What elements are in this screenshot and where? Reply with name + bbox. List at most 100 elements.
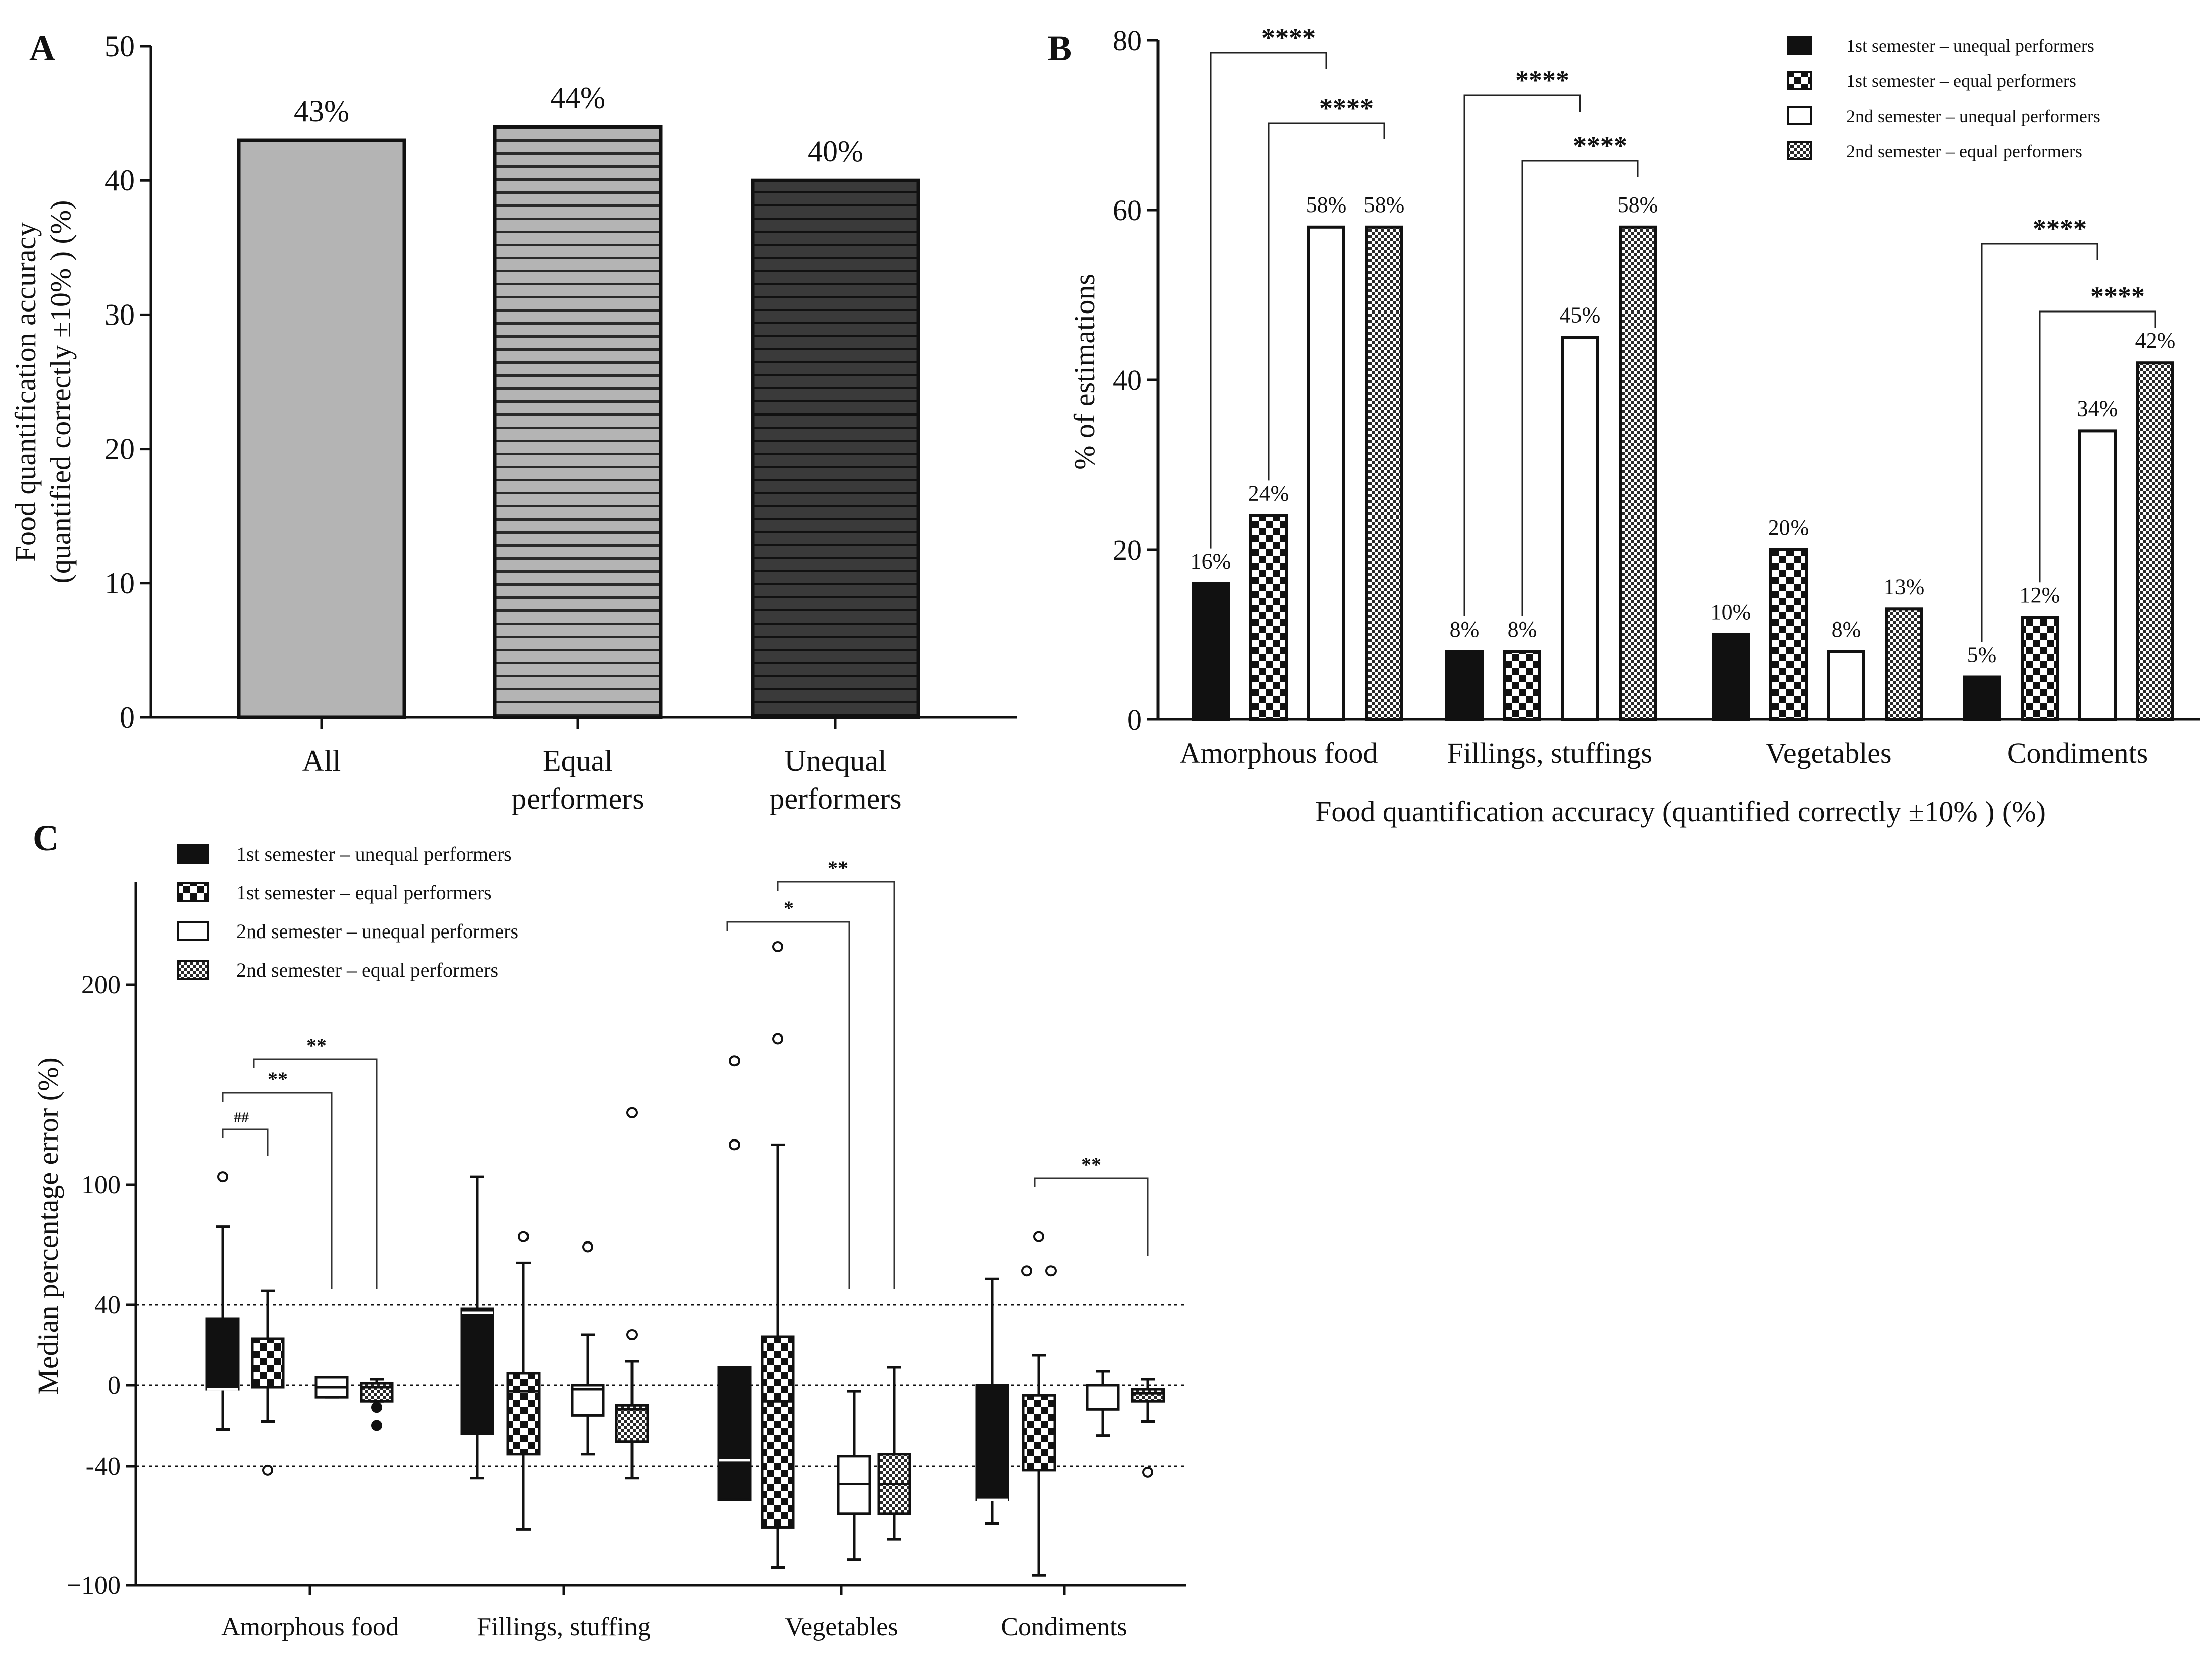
panel-b-category-label: Vegetables [1765, 737, 1891, 769]
panel-c-ytick-label: 40 [94, 1291, 121, 1319]
panel-b-legend-label: 2nd semester – unequal performers [1846, 106, 2100, 126]
panel-c-significance-label: ** [268, 1068, 288, 1090]
panel-b-ytick-label: 0 [1127, 703, 1142, 736]
panel-b-significance-label: **** [1261, 23, 1316, 53]
panel-b-significance-label: **** [2090, 281, 2145, 312]
panel-c-box [1022, 1394, 1056, 1472]
panel-c-significance-label: ** [1081, 1153, 1101, 1176]
panel-a-category-label: Equal [543, 744, 613, 777]
panel-b-bar-label: 16% [1191, 549, 1231, 574]
panel-a-ylabel-line1: Food quantification accuracy [9, 222, 42, 562]
panel-b-category-label: Condiments [2007, 737, 2148, 769]
panel-c-ytick-label: 200 [81, 971, 121, 999]
panel-b-significance-label: **** [2033, 214, 2087, 244]
panel-b-bar [2078, 429, 2117, 721]
panel-a-ytick-label: 40 [104, 164, 135, 197]
panel-c-significance-label: ## [234, 1109, 249, 1126]
panel-b-bar-label: 12% [2020, 583, 2060, 607]
panel-c-outlier [626, 1329, 638, 1340]
panel-b-category-label: Fillings, stuffings [1447, 737, 1652, 769]
panel-c-outlier [582, 1241, 593, 1253]
panel-b-chart: 0 20 40 60 80 16% 8% 10% 5% 24% 8% 20% 12% 58% 45% 8% 34… [1113, 23, 2200, 769]
panel-c-outlier [371, 1402, 382, 1413]
panel-c-category-label: Condiments [1001, 1613, 1127, 1641]
panel-a-category-label: performers [511, 782, 644, 815]
panel-c-box [251, 1337, 285, 1389]
panel-b-legend-label: 1st semester – equal performers [1846, 71, 2076, 91]
panel-c-chart: 200 100 40 0 -40 −100 Amorphous food Fillings, … [67, 843, 1186, 1641]
panel-c-box [1086, 1384, 1120, 1411]
panel-b-bar [2136, 361, 2174, 721]
panel-c-significance-label: ** [828, 857, 848, 879]
panel-c-legend-swatch [177, 844, 209, 864]
panel-c-legend-swatch [177, 882, 209, 902]
panel-b-bar [1307, 225, 1345, 721]
panel-letter-a: A [29, 28, 55, 68]
panel-c-box [975, 1384, 1009, 1501]
panel-b-bar [1249, 514, 1288, 721]
panel-b-bar-label: 58% [1618, 192, 1658, 217]
panel-b-bar [1712, 633, 1750, 721]
panel-a-category-label: Unequal [784, 744, 886, 777]
panel-c-outlier [729, 1055, 740, 1067]
panel-c-legend-label: 1st semester – unequal performers [236, 843, 512, 865]
panel-c-significance-bracket [777, 881, 895, 1289]
panel-b-ylabel: % of estimations [1068, 274, 1101, 470]
panel-b-bar-label: 20% [1768, 515, 1809, 540]
panel-c-box [360, 1382, 394, 1403]
panel-b-category-label: Amorphous food [1180, 737, 1378, 769]
panel-a-bar-label: 44% [550, 81, 605, 114]
panel-c-box [506, 1372, 541, 1456]
panel-c-ytick-label: -40 [86, 1452, 121, 1481]
panel-a-bar [751, 178, 920, 719]
panel-b-bar [1885, 607, 1923, 721]
panel-b-ytick-label: 80 [1113, 24, 1142, 57]
panel-a-bar [237, 138, 406, 719]
panel-b-legend-label: 2nd semester – equal performers [1846, 141, 2082, 161]
panel-c-ylabel: Median percentage error (%) [32, 1057, 64, 1394]
panel-b-significance-label: **** [1319, 93, 1374, 123]
panel-c-outlier [518, 1231, 529, 1242]
panel-c-legend-swatch [177, 960, 209, 980]
panel-b-significance-bracket [2039, 310, 2156, 583]
panel-c-box [205, 1317, 240, 1391]
panel-b-legend-swatch [1787, 106, 1812, 125]
panel-b-bar [1365, 225, 1403, 721]
panel-b-bar [2021, 616, 2059, 721]
panel-a-bar-label: 43% [294, 94, 349, 128]
panel-letter-b: B [1047, 28, 1072, 68]
panel-a-ylabel-line2: (quantified correctly ±10% ) (%) [44, 200, 77, 584]
panel-b-bar-label: 58% [1306, 192, 1347, 217]
panel-c-outlier [1045, 1265, 1057, 1277]
panel-a-ytick-label: 20 [104, 433, 135, 466]
panel-b-legend-swatch [1787, 71, 1812, 90]
panel-c-outlier [1142, 1466, 1153, 1478]
panel-c-significance-label: * [784, 897, 794, 919]
panel-b-bar-label: 10% [1711, 600, 1751, 625]
panel-c-significance-label: ** [306, 1034, 327, 1057]
panel-b-ytick-label: 60 [1113, 194, 1142, 227]
panel-c-significance-bracket [1034, 1177, 1149, 1256]
panel-c-ytick-label: 0 [108, 1371, 121, 1400]
panel-a-bar [493, 125, 663, 719]
panel-c-ytick-label: −100 [67, 1571, 121, 1600]
panel-b-legend-swatch [1787, 36, 1812, 55]
panel-a-ytick-label: 50 [104, 30, 135, 63]
panel-a-chart: 0 10 20 30 40 50 43% All 44% Equal performers 40% Un… [104, 30, 1017, 815]
panel-b-bar [1445, 650, 1484, 721]
panel-b-significance-bracket [1210, 52, 1327, 549]
panel-b-bar-label: 58% [1364, 192, 1405, 217]
panel-b-bar-label: 34% [2077, 396, 2118, 421]
panel-b-bar-label: 45% [1560, 303, 1601, 328]
panel-c-category-label: Amorphous food [221, 1613, 399, 1641]
panel-b-bar-label: 8% [1832, 617, 1861, 642]
panel-b-bar-label: 13% [1884, 574, 1925, 599]
panel-b-bar [1503, 650, 1541, 721]
panel-b-xlabel: Food quantification accuracy (quantified… [1315, 795, 2046, 828]
panel-b-significance-bracket [1981, 243, 2098, 642]
panel-a-category-label: performers [769, 782, 901, 815]
panel-c-outlier [772, 1033, 783, 1045]
panel-c-legend-label: 1st semester – equal performers [236, 881, 492, 904]
panel-c-box [460, 1307, 494, 1435]
